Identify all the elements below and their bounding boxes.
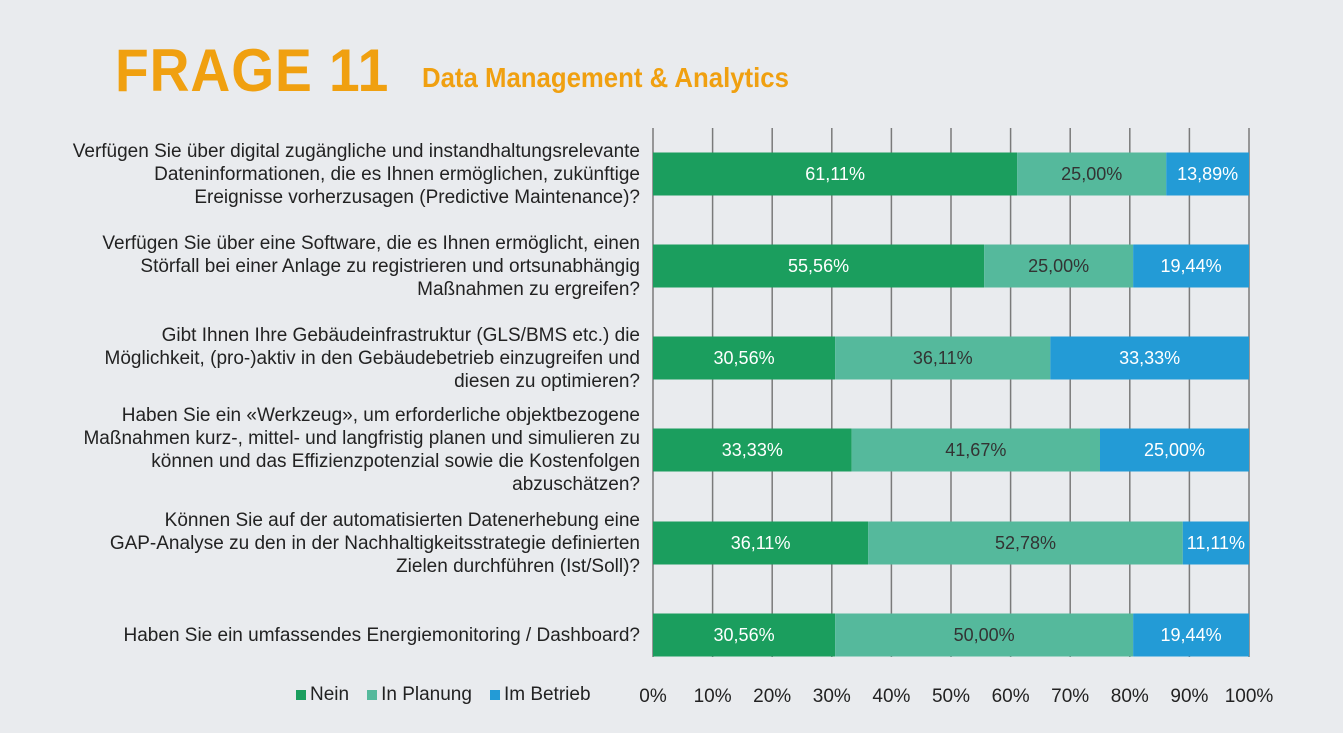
x-tick-label: 30% [813,686,851,707]
bar-segment [1133,244,1249,288]
bar-value-label: 13,89% [1177,164,1238,184]
bar-segment [653,428,852,472]
bar-segment [653,336,836,380]
legend: Nein In Planung Im Betrieb [296,684,591,706]
bar-value-label: 41,67% [945,440,1006,460]
bar-value-label: 19,44% [1161,625,1222,645]
bar-value-label: 36,11% [731,533,791,553]
x-tick-label: 90% [1170,686,1208,707]
legend-item-im-betrieb: Im Betrieb [489,684,591,706]
question-label-line: Verfügen Sie über eine Software, die es … [102,232,640,254]
bar-segment [653,244,985,288]
question-label-line: Verfügen Sie über digital zugängliche un… [72,140,640,162]
bar-segment [653,521,869,565]
bar-segment [653,152,1018,196]
x-tick-label: 0% [639,686,667,707]
question-label-line: GAP-Analyse zu den in der Nachhaltigkeit… [109,532,640,554]
question-label-line: abzuschätzen? [512,474,640,495]
legend-swatch-in-planung [367,690,378,700]
bar-segment [1017,152,1167,196]
bar-value-label: 19,44% [1161,256,1222,276]
bar-segment [1050,336,1249,380]
legend-label-im-betrieb: Im Betrieb [503,684,591,705]
question-label-line: Maßnahmen kurz-, mittel- und langfristig… [83,428,640,449]
question-label-line: diesen zu optimieren? [454,370,640,392]
bar-value-label: 61,11% [805,164,865,184]
bar-segment [868,521,1183,565]
question-label-line: Haben Sie ein umfassendes Energiemonitor… [123,624,640,646]
question-label-line: Ereignisse vorherzusagen (Predictive Mai… [194,186,640,208]
question-label-line: Gibt Ihnen Ihre Gebäudeinfrastruktur (GL… [161,324,640,346]
question-number: FRAGE 11 [115,37,390,104]
question-label: Verfügen Sie über eine Software, die es … [0,232,640,301]
x-tick-label: 20% [753,686,791,707]
x-tick-label: 40% [872,686,910,707]
legend-item-in-planung: In Planung [367,684,472,706]
bar-segment [653,613,836,657]
x-tick-label: 80% [1111,686,1149,707]
bar-segment [835,613,1134,657]
question-label: Können Sie auf der automatisierten Daten… [0,509,640,578]
bar-segment [984,244,1134,288]
x-tick-label: 60% [992,686,1030,707]
bar-value-label: 50,00% [954,625,1015,645]
bar-value-label: 33,33% [1119,348,1180,368]
bar-value-label: 36,11% [913,348,973,368]
bar-value-label: 33,33% [722,440,783,460]
question-label-line: Störfall bei einer Anlage zu registriere… [140,255,640,277]
question-label: Verfügen Sie über digital zugängliche un… [0,140,640,209]
section-title: Data Management & Analytics [422,62,789,93]
legend-label-nein: Nein [310,684,350,705]
bar-value-label: 11,11% [1187,533,1245,553]
legend-label-in-planung: In Planung [381,684,472,705]
bar-value-label: 25,00% [1028,256,1089,276]
bar-segment [1182,521,1249,565]
bar-value-label: 52,78% [995,533,1056,553]
legend-item-nein: Nein [296,684,349,706]
question-label-line: Dateninformationen, die es Ihnen ermögli… [154,163,640,185]
question-label-line: Maßnahmen zu ergreifen? [417,278,640,300]
legend-swatch-im-betrieb [489,690,500,700]
bar-segment [835,336,1051,380]
x-tick-label: 50% [932,686,970,707]
bar-value-label: 55,56% [788,256,849,276]
x-tick-label: 100% [1225,686,1274,707]
question-label-line: Haben Sie ein «Werkzeug», um erforderlic… [121,405,640,426]
question-label: Haben Sie ein umfassendes Energiemonitor… [0,624,640,647]
question-label: Haben Sie ein «Werkzeug», um erforderlic… [0,404,640,496]
question-label-line: Zielen durchführen (Ist/Soll)? [396,555,640,577]
question-label-line: können und das Effizienzpotenzial sowie … [151,451,640,472]
question-label-line: Möglichkeit, (pro-)aktiv in den Gebäudeb… [104,347,640,369]
x-tick-label: 10% [694,686,732,707]
bar-segment [1100,428,1249,472]
bar-segment [1133,613,1249,657]
bar-value-label: 30,56% [714,348,775,368]
x-tick-label: 70% [1051,686,1089,707]
bar-segment [851,428,1100,472]
legend-swatch-nein [296,690,306,700]
bar-value-label: 25,00% [1144,440,1205,460]
question-label-line: Können Sie auf der automatisierten Daten… [164,509,640,531]
bar-value-label: 25,00% [1061,164,1122,184]
bar-segment [1166,152,1249,196]
question-label: Gibt Ihnen Ihre Gebäudeinfrastruktur (GL… [0,324,640,393]
bar-value-label: 30,56% [714,625,775,645]
